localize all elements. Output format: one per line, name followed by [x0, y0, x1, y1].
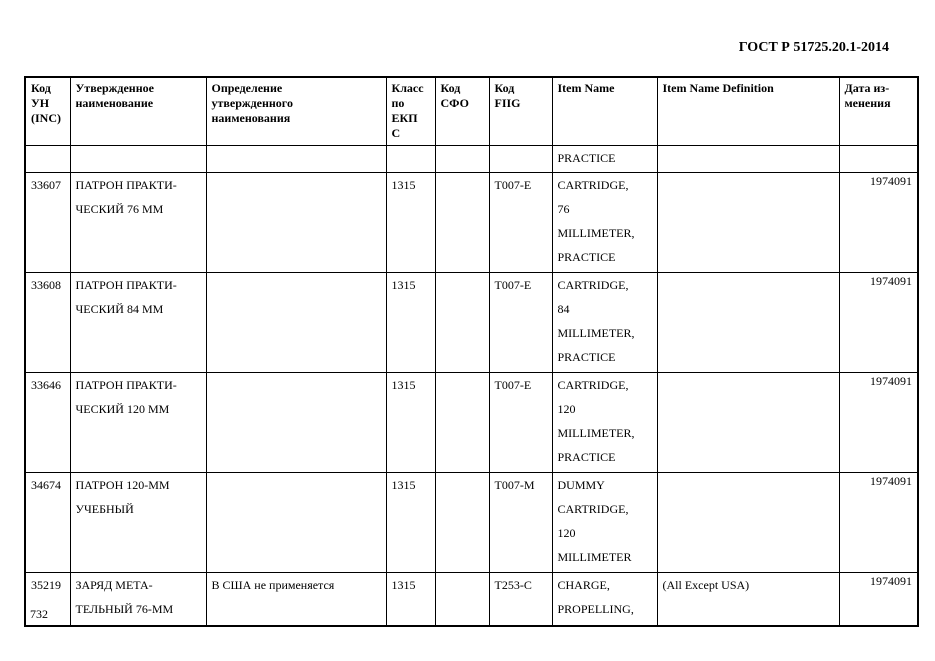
table-row: 34674 ПАТРОН 120-ММ УЧЕБНЫЙ 1315 T007-M DUMM… — [24, 472, 919, 573]
cell-sfo-code — [434, 472, 490, 573]
cell-item-name: CHARGE, PROPELLING, — [551, 572, 658, 627]
column-header-fiig-code: Код FIIG — [488, 76, 553, 146]
cell-item-name: CARTRIDGE, 84 MILLIMETER, PRACTICE — [551, 272, 658, 373]
data-table: Код УН (INC) Утвержденное наименование Опр… — [24, 76, 919, 627]
cell-item-name-definition — [656, 472, 840, 573]
cell-definition — [205, 172, 387, 273]
cell-inc-code — [24, 145, 71, 173]
cell-class — [385, 145, 436, 173]
cell-change-date: 1974091 — [838, 272, 919, 373]
cell-inc-code: 33608 — [24, 272, 71, 373]
cell-approved-name — [69, 145, 207, 173]
cell-item-name: CARTRIDGE, 120 MILLIMETER, PRACTICE — [551, 372, 658, 473]
cell-item-name-definition — [656, 372, 840, 473]
cell-class: 1315 — [385, 472, 436, 573]
cell-definition — [205, 145, 387, 173]
table-header-row: Код УН (INC) Утвержденное наименование Опр… — [24, 76, 919, 146]
cell-approved-name: ПАТРОН ПРАКТИ- ЧЕСКИЙ 84 ММ — [69, 272, 207, 373]
cell-fiig-code — [488, 145, 553, 173]
column-header-class: Класс по ЕКП С — [385, 76, 436, 146]
cell-approved-name: ПАТРОН 120-ММ УЧЕБНЫЙ — [69, 472, 207, 573]
cell-sfo-code — [434, 372, 490, 473]
table-row: 33607 ПАТРОН ПРАКТИ- ЧЕСКИЙ 76 ММ 1315 T007… — [24, 172, 919, 273]
column-header-definition: Определение утвержденного наименования — [205, 76, 387, 146]
cell-item-name-definition — [656, 272, 840, 373]
cell-definition: В США не применяется — [205, 572, 387, 627]
cell-change-date — [838, 145, 919, 173]
table-row: 33646 ПАТРОН ПРАКТИ- ЧЕСКИЙ 120 ММ 1315 T00… — [24, 372, 919, 473]
column-header-approved-name: Утвержденное наименование — [69, 76, 207, 146]
cell-approved-name: ПАТРОН ПРАКТИ- ЧЕСКИЙ 76 ММ — [69, 172, 207, 273]
cell-item-name: CARTRIDGE, 76 MILLIMETER, PRACTICE — [551, 172, 658, 273]
page-number: 732 — [30, 607, 48, 621]
table-row: PRACTICE — [24, 145, 919, 173]
cell-class: 1315 — [385, 372, 436, 473]
cell-sfo-code — [434, 172, 490, 273]
cell-approved-name: ЗАРЯД МЕТА- ТЕЛЬНЫЙ 76-ММ — [69, 572, 207, 627]
cell-sfo-code — [434, 272, 490, 373]
cell-item-name-definition — [656, 145, 840, 173]
cell-fiig-code: T007-E — [488, 272, 553, 373]
cell-definition — [205, 372, 387, 473]
cell-approved-name: ПАТРОН ПРАКТИ- ЧЕСКИЙ 120 ММ — [69, 372, 207, 473]
cell-inc-code: 34674 — [24, 472, 71, 573]
column-header-item-name: Item Name — [551, 76, 658, 146]
cell-sfo-code — [434, 145, 490, 173]
cell-item-name: DUMMY CARTRIDGE, 120 MILLIMETER — [551, 472, 658, 573]
cell-class: 1315 — [385, 172, 436, 273]
cell-item-name: PRACTICE — [551, 145, 658, 173]
cell-class: 1315 — [385, 572, 436, 627]
cell-inc-code: 35219 — [24, 572, 71, 627]
cell-inc-code: 33646 — [24, 372, 71, 473]
cell-change-date: 1974091 — [838, 372, 919, 473]
cell-fiig-code: T007-E — [488, 372, 553, 473]
cell-definition — [205, 472, 387, 573]
cell-fiig-code: T253-C — [488, 572, 553, 627]
cell-fiig-code: T007-M — [488, 472, 553, 573]
cell-inc-code: 33607 — [24, 172, 71, 273]
cell-item-name-definition: (All Except USA) — [656, 572, 840, 627]
column-header-inc-code: Код УН (INC) — [24, 76, 71, 146]
column-header-sfo-code: Код СФО — [434, 76, 490, 146]
cell-change-date: 1974091 — [838, 172, 919, 273]
cell-class: 1315 — [385, 272, 436, 373]
cell-fiig-code: T007-E — [488, 172, 553, 273]
cell-change-date: 1974091 — [838, 572, 919, 627]
table-row: 35219 ЗАРЯД МЕТА- ТЕЛЬНЫЙ 76-ММ В США не п… — [24, 572, 919, 627]
cell-definition — [205, 272, 387, 373]
cell-item-name-definition — [656, 172, 840, 273]
cell-change-date: 1974091 — [838, 472, 919, 573]
column-header-item-name-definition: Item Name Definition — [656, 76, 840, 146]
cell-sfo-code — [434, 572, 490, 627]
column-header-change-date: Дата из- менения — [838, 76, 919, 146]
document-title: ГОСТ Р 51725.20.1-2014 — [738, 40, 889, 55]
table-row: 33608 ПАТРОН ПРАКТИ- ЧЕСКИЙ 84 ММ 1315 T007… — [24, 272, 919, 373]
